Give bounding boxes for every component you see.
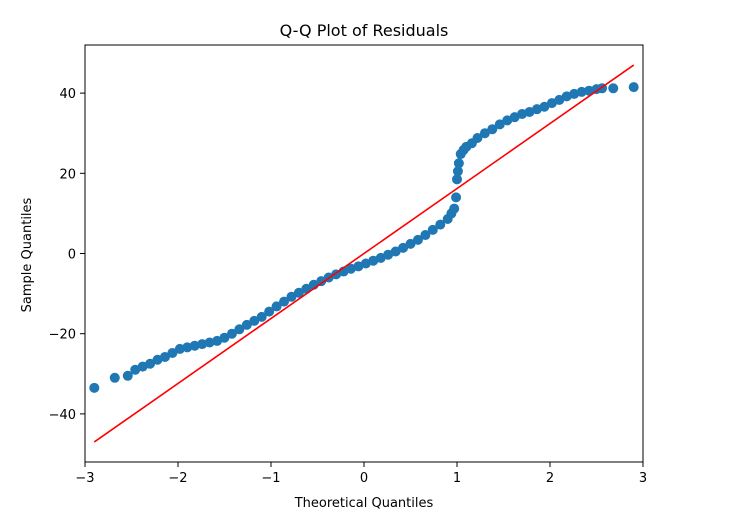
data-point	[197, 339, 208, 350]
x-axis-label: Theoretical Quantiles	[294, 496, 434, 511]
data-point	[487, 124, 498, 135]
x-tick-label: 1	[453, 471, 461, 486]
data-point	[241, 319, 252, 330]
data-point	[554, 94, 565, 105]
data-point	[628, 82, 639, 93]
y-tick-label: 20	[59, 167, 76, 182]
data-point	[576, 86, 587, 97]
data-point	[159, 351, 170, 362]
data-point	[390, 246, 401, 257]
data-point	[449, 203, 460, 214]
plot-area: −3 −2 −1 0 1 2 3 −40 −20 0 20 40	[49, 44, 647, 486]
y-tick-label: −20	[49, 328, 76, 343]
data-point	[264, 306, 275, 317]
data-point	[412, 234, 423, 245]
data-point	[182, 342, 193, 353]
data-point	[219, 332, 230, 343]
data-point	[167, 347, 178, 358]
y-axis-label: Sample Quantiles	[20, 197, 35, 312]
data-point	[427, 224, 438, 235]
data-point	[256, 311, 267, 322]
y-tick-label: −40	[49, 408, 76, 423]
data-point	[109, 372, 120, 383]
data-point	[608, 83, 619, 94]
data-point	[89, 382, 100, 393]
data-point	[249, 315, 260, 326]
reference-line	[93, 64, 635, 443]
data-point	[145, 358, 156, 369]
data-point	[293, 287, 304, 298]
x-tick-label: −3	[75, 471, 94, 486]
data-point	[420, 230, 431, 241]
data-point	[226, 328, 237, 339]
data-point	[494, 119, 505, 130]
data-point	[452, 166, 463, 177]
y-tick-label: 0	[68, 248, 76, 263]
data-point	[405, 238, 416, 249]
data-point	[189, 340, 200, 351]
chart-title: Q-Q Plot of Residuals	[280, 21, 449, 40]
data-point	[279, 296, 290, 307]
x-tick-label: −1	[261, 471, 280, 486]
data-point	[234, 324, 245, 335]
data-point	[174, 343, 185, 354]
data-point	[286, 291, 297, 302]
x-tick-label: 2	[546, 471, 554, 486]
x-tick-label: −2	[168, 471, 187, 486]
y-tick-label: 40	[59, 87, 76, 102]
data-point	[204, 337, 215, 348]
x-tick-label: 0	[360, 471, 368, 486]
data-point	[452, 174, 462, 185]
data-point	[479, 128, 490, 139]
data-point	[398, 242, 409, 253]
data-point	[271, 301, 282, 312]
x-tick-label: 3	[639, 471, 647, 486]
data-point	[584, 85, 595, 96]
data-point	[472, 133, 483, 144]
data-point	[316, 276, 327, 287]
data-point	[451, 192, 462, 203]
data-point	[539, 101, 550, 112]
data-point	[435, 219, 446, 230]
data-point	[122, 370, 133, 381]
data-point	[453, 158, 464, 169]
